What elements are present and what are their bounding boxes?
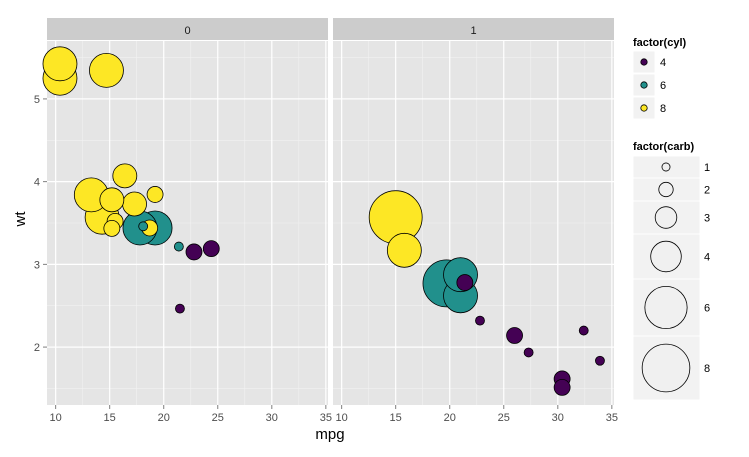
x-tick-label: 35 bbox=[320, 412, 332, 424]
x-tick-label: 15 bbox=[104, 412, 116, 424]
x-tick-label: 15 bbox=[390, 412, 402, 424]
y-tick-label: 3 bbox=[34, 259, 40, 271]
data-point bbox=[122, 191, 147, 217]
legend-size-swatch bbox=[650, 240, 682, 273]
data-point bbox=[103, 219, 121, 237]
legend-size-swatch bbox=[644, 285, 688, 330]
legend-cyl: factor(cyl) 4 6 8 bbox=[632, 37, 687, 120]
data-points bbox=[42, 46, 220, 314]
y-tick-label: 5 bbox=[34, 94, 40, 106]
legend-label: 2 bbox=[704, 185, 710, 197]
legend-size-swatch bbox=[658, 181, 674, 198]
data-point bbox=[578, 325, 589, 336]
x-tick-label: 20 bbox=[444, 412, 456, 424]
data-point bbox=[456, 274, 474, 291]
legend-swatch bbox=[640, 81, 648, 89]
data-point bbox=[553, 378, 571, 396]
legend-size-swatch bbox=[641, 343, 691, 393]
x-axis-label: mpg bbox=[315, 426, 344, 443]
x-tick-label: 10 bbox=[50, 412, 62, 424]
legend-label: 8 bbox=[704, 363, 710, 375]
legend-title: factor(carb) bbox=[633, 141, 694, 153]
legend-label: 6 bbox=[704, 303, 710, 315]
x-tick-label: 10 bbox=[336, 412, 348, 424]
legend-label: 6 bbox=[660, 80, 666, 92]
axes: 10 15 20 25 30 35 10 15 20 25 30 35 2 3 4 5 bbox=[34, 94, 618, 424]
data-point bbox=[386, 232, 422, 268]
data-point bbox=[202, 240, 220, 258]
y-axis-label: wt bbox=[12, 211, 29, 228]
data-point bbox=[138, 221, 149, 232]
facet-strip bbox=[47, 18, 328, 40]
data-point bbox=[523, 347, 534, 358]
x-tick-label: 20 bbox=[158, 412, 170, 424]
data-point bbox=[175, 303, 185, 314]
data-point bbox=[595, 355, 605, 366]
legend-label: 3 bbox=[704, 213, 710, 225]
data-point bbox=[99, 187, 125, 213]
y-tick-label: 2 bbox=[34, 342, 40, 354]
x-tick-label: 25 bbox=[498, 412, 510, 424]
legend-label: 4 bbox=[704, 252, 710, 264]
legend-label: 1 bbox=[704, 162, 710, 174]
legend-swatch bbox=[640, 58, 648, 66]
data-point bbox=[146, 186, 164, 203]
legend-label: 8 bbox=[660, 103, 666, 115]
legend-swatch bbox=[640, 104, 648, 112]
x-tick-label: 35 bbox=[606, 412, 618, 424]
facet-panel-1: 1 bbox=[333, 18, 614, 405]
facet-strip-label: 0 bbox=[184, 25, 190, 37]
legend: factor(cyl) 4 6 8 factor(carb) 1 2 3 4 6 8 bbox=[632, 37, 710, 401]
y-tick-label: 4 bbox=[34, 177, 40, 189]
data-point bbox=[112, 163, 138, 189]
data-points bbox=[368, 190, 605, 396]
facet-panel-0: 0 bbox=[42, 18, 328, 405]
legend-title: factor(cyl) bbox=[633, 37, 687, 49]
facet-strip bbox=[333, 18, 614, 40]
facet-strip-label: 1 bbox=[470, 25, 476, 37]
data-point bbox=[185, 243, 203, 261]
data-point bbox=[475, 315, 485, 326]
data-point bbox=[89, 52, 124, 88]
data-point bbox=[42, 46, 78, 82]
legend-size-swatch bbox=[654, 206, 678, 229]
x-tick-label: 30 bbox=[266, 412, 278, 424]
x-tick-label: 25 bbox=[212, 412, 224, 424]
minor-grid bbox=[47, 41, 328, 405]
legend-size-swatch bbox=[661, 162, 671, 172]
data-point bbox=[173, 241, 184, 252]
legend-label: 4 bbox=[660, 57, 666, 69]
data-point bbox=[506, 327, 523, 344]
x-tick-label: 30 bbox=[552, 412, 564, 424]
legend-carb: factor(carb) 1 2 3 4 6 8 bbox=[632, 141, 710, 401]
